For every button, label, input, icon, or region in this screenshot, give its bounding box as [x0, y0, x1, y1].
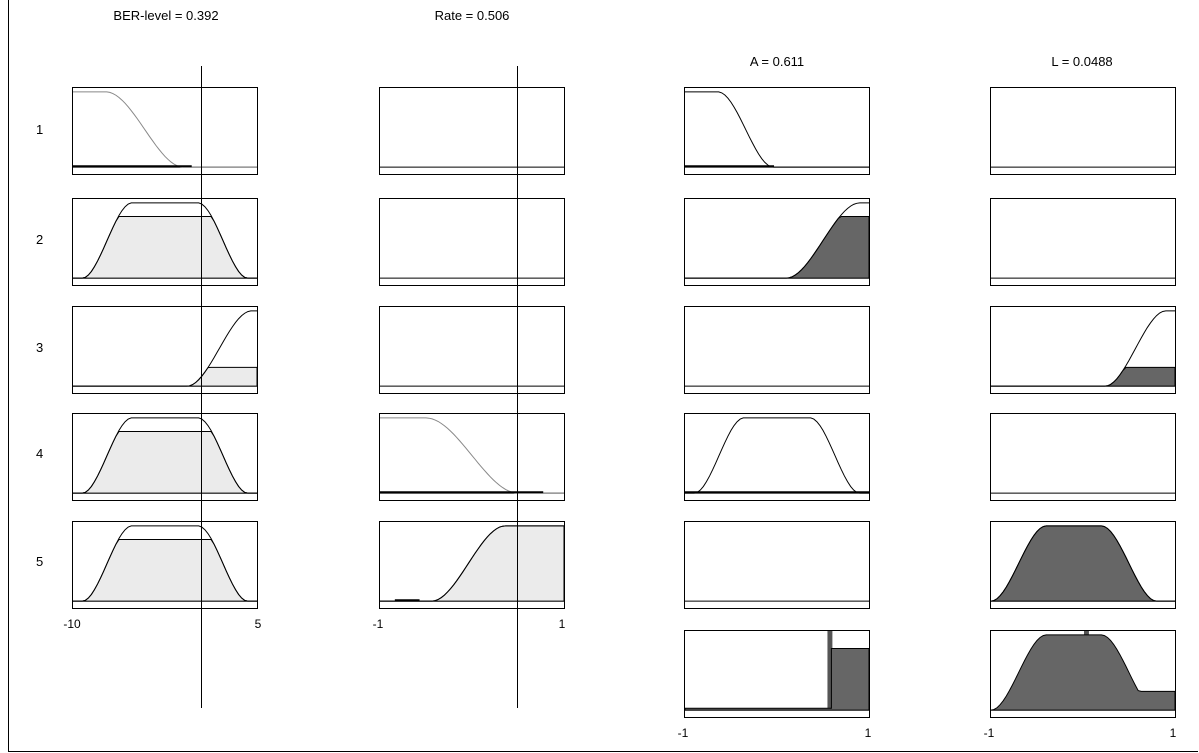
ber-mf-rule-3	[72, 306, 258, 394]
ber-level-input-line[interactable]	[201, 66, 202, 708]
a-mf-rule-2	[684, 198, 870, 286]
a-aggregate-output	[684, 630, 870, 718]
rate-mf-rule-5	[379, 521, 565, 609]
l-mf-rule-3	[990, 306, 1176, 394]
ber-mf-rule-2	[72, 198, 258, 286]
l-output-title: L = 0.0488	[1051, 54, 1113, 69]
ber-level-title: BER-level = 0.392	[113, 8, 219, 23]
ber-mf-rule-1	[72, 87, 258, 175]
ber-axis-max: 5	[254, 617, 262, 631]
a-output-title: A = 0.611	[749, 54, 805, 69]
rate-mf-rule-2	[379, 198, 565, 286]
a-mf-rule-5	[684, 521, 870, 609]
a-axis-min: -1	[677, 726, 689, 740]
l-mf-rule-1	[990, 87, 1176, 175]
l-axis-max: 1	[1169, 726, 1177, 740]
l-mf-rule-2	[990, 198, 1176, 286]
rate-axis-min: -1	[372, 617, 384, 631]
a-mf-rule-1	[684, 87, 870, 175]
rule-viewer-panel	[8, 0, 1198, 752]
l-mf-rule-5	[990, 521, 1176, 609]
rate-mf-rule-1	[379, 87, 565, 175]
ber-axis-min: -10	[63, 617, 81, 631]
a-mf-rule-3	[684, 306, 870, 394]
l-axis-min: -1	[983, 726, 995, 740]
a-mf-rule-4	[684, 413, 870, 501]
rate-input-line[interactable]	[517, 66, 518, 708]
rule-label-1: 1	[36, 122, 44, 137]
l-mf-rule-4	[990, 413, 1176, 501]
rate-mf-rule-4	[379, 413, 565, 501]
rule-label-5: 5	[36, 554, 44, 569]
ber-mf-rule-5	[72, 521, 258, 609]
l-aggregate-output	[990, 630, 1176, 718]
rule-label-2: 2	[36, 232, 44, 247]
rule-label-4: 4	[36, 446, 44, 461]
rate-title: Rate = 0.506	[434, 8, 510, 23]
rate-mf-rule-3	[379, 306, 565, 394]
ber-mf-rule-4	[72, 413, 258, 501]
rate-axis-max: 1	[558, 617, 566, 631]
rule-label-3: 3	[36, 340, 44, 355]
a-axis-max: 1	[864, 726, 872, 740]
